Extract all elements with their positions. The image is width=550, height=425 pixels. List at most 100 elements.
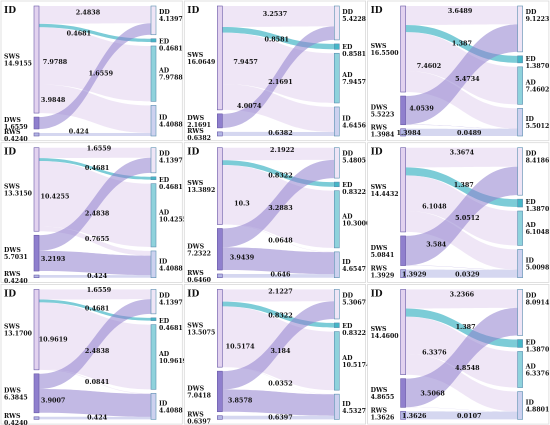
node-label-sws: SWS [187, 322, 203, 329]
node-value-dws: 5.5223 [371, 111, 395, 118]
node-value-rws: 1.3626 [371, 414, 395, 421]
node-dd [333, 5, 340, 41]
node-ed [517, 339, 523, 348]
node-value-ad: 6.1048 [526, 229, 550, 236]
node-value-dd: 8.0914 [526, 299, 550, 306]
node-label-dws: DWS [4, 117, 21, 124]
node-label-dws: DWS [4, 247, 21, 254]
node-label-ad: AD [341, 355, 353, 362]
node-value-dd: 8.4186 [526, 158, 550, 165]
flow-value-label: 5.4734 [455, 75, 480, 83]
node-sws [400, 5, 406, 93]
node-dd [150, 5, 157, 36]
flow-value-label: 0.424 [87, 414, 108, 422]
flow-value-label: 3.8578 [228, 397, 253, 405]
flow-value-label: 7.9788 [43, 58, 68, 66]
node-value-id: 4.4088 [159, 122, 183, 129]
node-dws [400, 95, 406, 126]
flow-rws-id [405, 269, 518, 278]
node-label-ed: ED [159, 177, 170, 184]
node-value-id: 5.5012 [526, 123, 550, 130]
flow-value-label: 0.8581 [265, 35, 289, 43]
flow-value-label: 3.584 [426, 241, 447, 249]
node-label-sws: SWS [371, 326, 387, 333]
flow-rws-id [405, 411, 518, 420]
sankey-panel-ID: IDSWS16.5500DWS5.5223RWS1.3984DD9.1223ED… [367, 0, 550, 142]
panel-label: ID [371, 289, 383, 299]
flow-value-label: 3.2366 [450, 290, 475, 298]
flow-value-label: 10.5174 [226, 343, 255, 351]
node-value-id: 5.0098 [526, 265, 550, 272]
sankey-panel-ID: IDSWS14.4432DWS5.0841RWS1.3929DD8.4186ED… [367, 142, 550, 283]
node-ad [517, 351, 523, 388]
node-label-id: ID [159, 258, 168, 265]
node-value-dd: 5.3067 [342, 299, 366, 306]
node-dd [517, 147, 523, 196]
panel-label: ID [4, 148, 16, 158]
node-value-rws: 0.6382 [187, 135, 211, 142]
node-value-dd: 9.1223 [526, 16, 550, 23]
node-dws [217, 370, 223, 413]
flow-value-label: 4.0539 [409, 105, 434, 113]
flow-dws-dd [39, 23, 151, 129]
node-value-id: 4.4088 [159, 265, 183, 272]
node-sws [217, 147, 223, 225]
node-label-sws: SWS [4, 183, 20, 190]
flow-rws-id [222, 131, 335, 136]
node-dd [333, 147, 340, 179]
node-label-ad: AD [158, 209, 170, 216]
flow-value-label: 10.9619 [39, 336, 68, 344]
node-dd [517, 289, 523, 336]
flow-sws-dd [222, 147, 335, 161]
node-label-dd: DD [342, 9, 353, 16]
flow-value-label: 10.4255 [41, 193, 70, 201]
node-sws [217, 289, 223, 368]
flow-value-label: 4.8548 [455, 364, 480, 372]
flow-value-label: 1.6559 [89, 69, 114, 77]
node-rws [33, 132, 40, 137]
flow-value-label: 1.387 [452, 40, 472, 48]
node-value-ed: 0.8322 [342, 330, 366, 337]
flow-sws-ad [39, 27, 151, 102]
node-ed [150, 176, 157, 180]
node-ed [150, 317, 157, 321]
node-label-dd: DD [526, 292, 537, 299]
flow-value-label: 6.3376 [422, 348, 447, 356]
flow-dws-id [39, 388, 151, 417]
node-ed [517, 198, 523, 208]
node-id [150, 250, 157, 278]
flow-value-label: 3.2537 [263, 10, 287, 18]
node-dd [150, 147, 157, 174]
node-value-ad: 7.9457 [342, 79, 366, 86]
flow-value-label: 0.4681 [85, 304, 109, 312]
flow-value-label: 0.8322 [268, 171, 292, 179]
node-label-ad: AD [525, 80, 537, 87]
node-label-id: ID [342, 115, 351, 122]
node-id [517, 391, 523, 420]
node-value-id: 4.5327 [342, 408, 366, 415]
node-value-ad: 7.9788 [159, 75, 183, 82]
node-rws [217, 273, 223, 278]
flow-sws-id [222, 83, 335, 133]
node-sws [33, 5, 40, 114]
node-dws [217, 113, 223, 129]
node-label-dd: DD [159, 9, 170, 16]
node-value-dd: 4.1397 [159, 158, 183, 165]
node-rws [400, 411, 406, 420]
node-ad [150, 45, 157, 102]
flow-value-label: 2.1691 [268, 78, 292, 86]
node-value-ed: 0.8581 [342, 51, 366, 58]
node-value-ad: 6.3376 [526, 371, 550, 378]
flow-sws-ed [39, 299, 151, 321]
node-ed [333, 43, 340, 50]
flow-sws-ed [39, 158, 151, 180]
node-value-ad: 10.9619 [159, 358, 187, 365]
node-ad [150, 183, 157, 248]
node-value-ad: 10.3000 [342, 220, 371, 227]
node-label-sws: SWS [4, 54, 20, 61]
node-value-id: 4.6456 [342, 122, 366, 129]
node-label-ed: ED [526, 199, 537, 206]
flow-value-label: 0.424 [69, 127, 90, 135]
flow-value-label: 1.3626 [402, 412, 427, 420]
flow-dws-id [222, 247, 335, 275]
